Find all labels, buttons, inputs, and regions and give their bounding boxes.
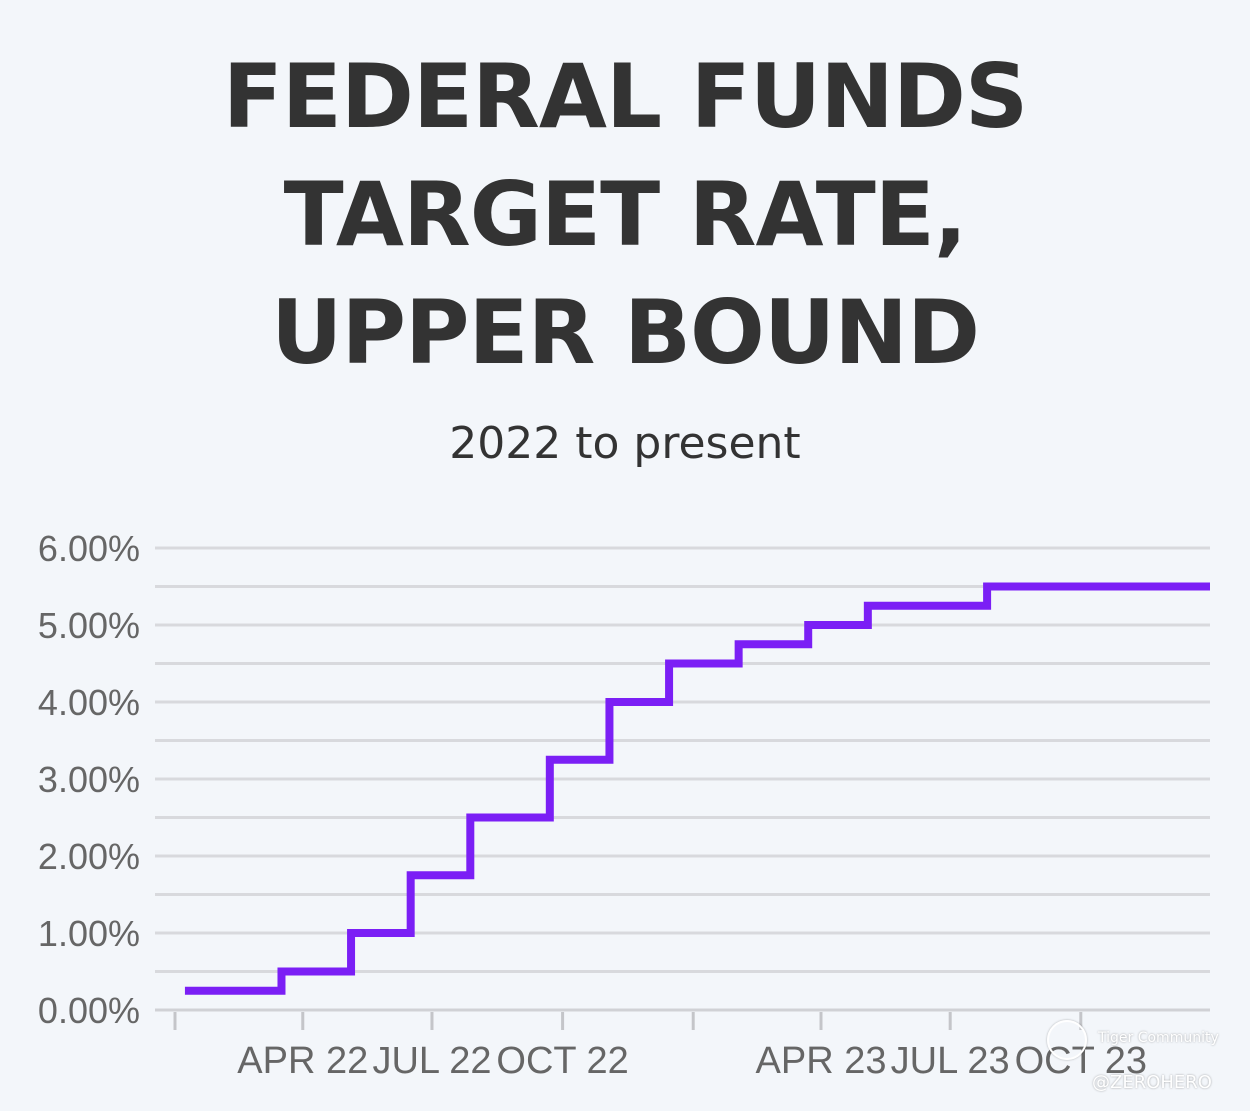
x-tick-label: APR 23: [756, 1040, 887, 1082]
y-tick-label: 0.00%: [38, 990, 140, 1031]
y-tick-label: 1.00%: [38, 913, 140, 954]
chart-title-line-1: FEDERAL FUNDS: [222, 45, 1029, 148]
y-tick-label: 4.00%: [38, 682, 140, 723]
x-tick-label: JUL 22: [372, 1040, 491, 1082]
x-tick-label: OCT 22: [496, 1040, 628, 1082]
watermark-handle: @ZEROHERO: [1092, 1072, 1212, 1093]
x-tick-label: APR 22: [237, 1040, 368, 1082]
y-tick-label: 3.00%: [38, 759, 140, 800]
chart-title-line-2: TARGET RATE,: [283, 163, 968, 266]
series-layer: [184, 582, 1210, 995]
grid-lines: [155, 546, 1210, 973]
x-axis: APR 22 JUL 22 OCT 22 APR 23 JUL 23 OCT 23: [155, 1008, 1210, 1082]
chart-title: FEDERAL FUNDS TARGET RATE, UPPER BOUND: [0, 38, 1250, 392]
y-tick-label: 2.00%: [38, 836, 140, 877]
y-tick-label: 6.00%: [38, 528, 140, 569]
y-tick-labels: 0.00% 1.00% 2.00% 3.00% 4.00% 5.00% 6.00%: [38, 528, 140, 1031]
tiger-logo-icon: [1047, 1020, 1087, 1060]
y-tick-label: 5.00%: [38, 605, 140, 646]
chart-title-line-3: UPPER BOUND: [271, 281, 980, 384]
watermark-brand: Tiger Community: [1098, 1030, 1219, 1046]
x-tick-label: JUL 23: [891, 1040, 1010, 1082]
chart-subtitle: 2022 to present: [449, 418, 801, 469]
rate-step-line: [184, 582, 1210, 995]
